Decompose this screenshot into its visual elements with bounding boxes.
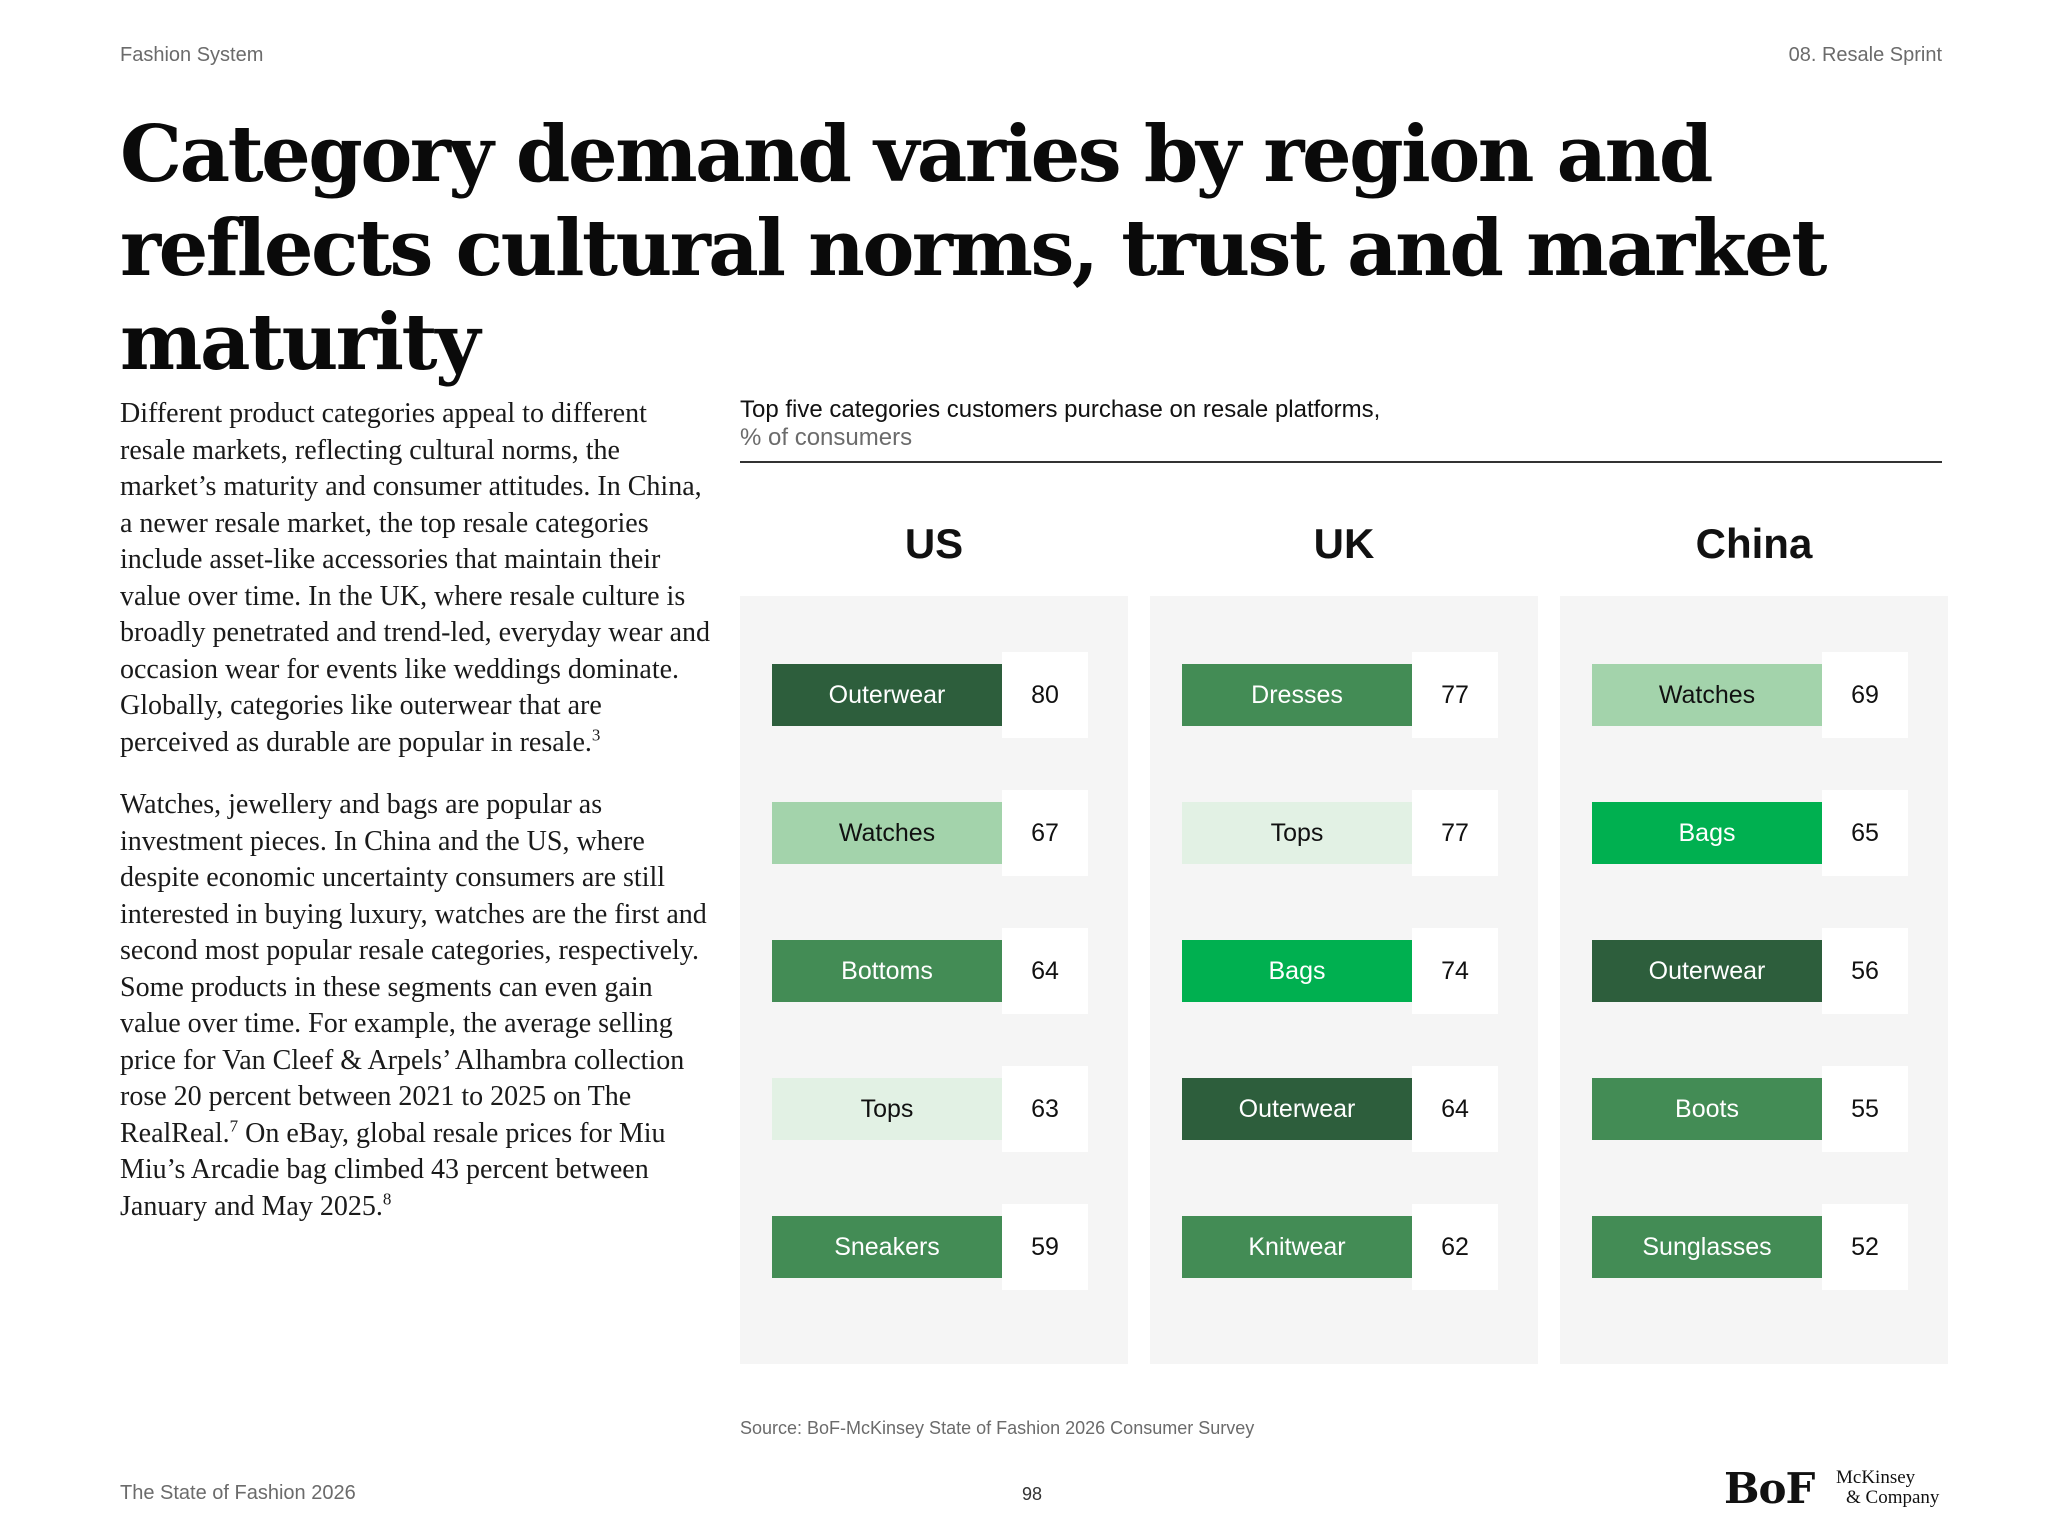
header-publication-section: Fashion System	[120, 44, 264, 66]
category-value: 67	[1002, 790, 1088, 876]
category-bar-label: Knitwear	[1182, 1216, 1412, 1278]
category-bar-label: Tops	[772, 1078, 1002, 1140]
body-paragraph-2-text-a: Watches, jewellery and bags are popular …	[120, 789, 707, 1149]
category-bar-label: Watches	[1592, 664, 1822, 726]
category-row: Bags 74	[1182, 928, 1498, 1014]
chart-title-block: Top five categories customers purchase o…	[740, 396, 1942, 463]
category-value: 52	[1822, 1204, 1908, 1290]
body-text: Different product categories appeal to d…	[120, 396, 714, 1251]
category-value: 56	[1822, 928, 1908, 1014]
category-bar-label: Outerwear	[1182, 1078, 1412, 1140]
bof-logo: BoF	[1724, 1464, 1815, 1513]
category-value: 77	[1412, 790, 1498, 876]
category-bar-label: Outerwear	[772, 664, 1002, 726]
category-value: 62	[1412, 1204, 1498, 1290]
region-column-0: Outerwear 80 Watches 67 Bottoms 64 Tops 63 Sneak…	[740, 596, 1128, 1364]
category-row: Outerwear 64	[1182, 1066, 1498, 1152]
category-row: Outerwear 80	[772, 652, 1088, 738]
region-column-1: Dresses 77 Tops 77 Bags 74 Outerwear 64 Knitwear…	[1150, 596, 1538, 1364]
category-row: Outerwear 56	[1592, 928, 1908, 1014]
footer-publication: The State of Fashion 2026	[120, 1482, 356, 1504]
header-chapter: 08. Resale Sprint	[1788, 44, 1942, 66]
mckinsey-logo-line-2: & Company	[1846, 1487, 1940, 1508]
category-bar-label: Sneakers	[772, 1216, 1002, 1278]
region-heading-0: US	[904, 520, 964, 567]
category-row: Bottoms 64	[772, 928, 1088, 1014]
category-row: Boots 55	[1592, 1066, 1908, 1152]
source-note: Source: BoF-McKinsey State of Fashion 20…	[740, 1418, 1255, 1438]
chart-subtitle: % of consumers	[740, 424, 913, 451]
page-number: 98	[1022, 1484, 1043, 1504]
category-value: 59	[1002, 1204, 1088, 1290]
category-value: 69	[1822, 652, 1908, 738]
category-value: 55	[1822, 1066, 1908, 1152]
category-value: 77	[1412, 652, 1498, 738]
category-value: 64	[1002, 928, 1088, 1014]
category-row: Sunglasses 52	[1592, 1204, 1908, 1290]
category-value: 80	[1002, 652, 1088, 738]
footnote-ref-3: 3	[591, 725, 601, 745]
category-value: 64	[1412, 1066, 1498, 1152]
category-row: Tops 63	[772, 1066, 1088, 1152]
category-row: Knitwear 62	[1182, 1204, 1498, 1290]
category-bar-label: Watches	[772, 802, 1002, 864]
region-heading-2: China	[1695, 520, 1813, 567]
body-paragraph-2-text-b: On eBay, global resale prices for Miu Mi…	[120, 1117, 666, 1222]
category-value: 74	[1412, 928, 1498, 1014]
category-row: Dresses 77	[1182, 652, 1498, 738]
category-row: Watches 69	[1592, 652, 1908, 738]
category-bar-label: Outerwear	[1592, 940, 1822, 1002]
body-paragraph-1: Different product categories appeal to d…	[120, 396, 714, 761]
category-row: Watches 67	[772, 790, 1088, 876]
mckinsey-logo: McKinsey & Company	[1836, 1468, 1956, 1508]
category-row: Tops 77	[1182, 790, 1498, 876]
footnote-ref-7: 7	[229, 1116, 239, 1136]
region-column-2: Watches 69 Bags 65 Outerwear 56 Boots 55 Sunglas…	[1560, 596, 1948, 1364]
page-title: Category demand varies by region and ref…	[120, 109, 1827, 388]
category-bar-label: Dresses	[1182, 664, 1412, 726]
category-bar-label: Bottoms	[772, 940, 1002, 1002]
category-bar-label: Bags	[1592, 802, 1822, 864]
category-value: 65	[1822, 790, 1908, 876]
footnote-ref-8: 8	[382, 1189, 392, 1209]
chart-title: Top five categories customers purchase o…	[740, 396, 1381, 423]
category-row: Sneakers 59	[772, 1204, 1088, 1290]
category-bar-label: Bags	[1182, 940, 1412, 1002]
category-bar-label: Sunglasses	[1592, 1216, 1822, 1278]
mckinsey-logo-line-1: McKinsey	[1836, 1467, 1916, 1488]
body-paragraph-1-text: Different product categories appeal to d…	[120, 398, 711, 758]
category-bar-label: Boots	[1592, 1078, 1822, 1140]
category-value: 63	[1002, 1066, 1088, 1152]
region-heading-1: UK	[1313, 520, 1375, 567]
category-row: Bags 65	[1592, 790, 1908, 876]
body-paragraph-2: Watches, jewellery and bags are popular …	[120, 787, 714, 1225]
category-bar-label: Tops	[1182, 802, 1412, 864]
